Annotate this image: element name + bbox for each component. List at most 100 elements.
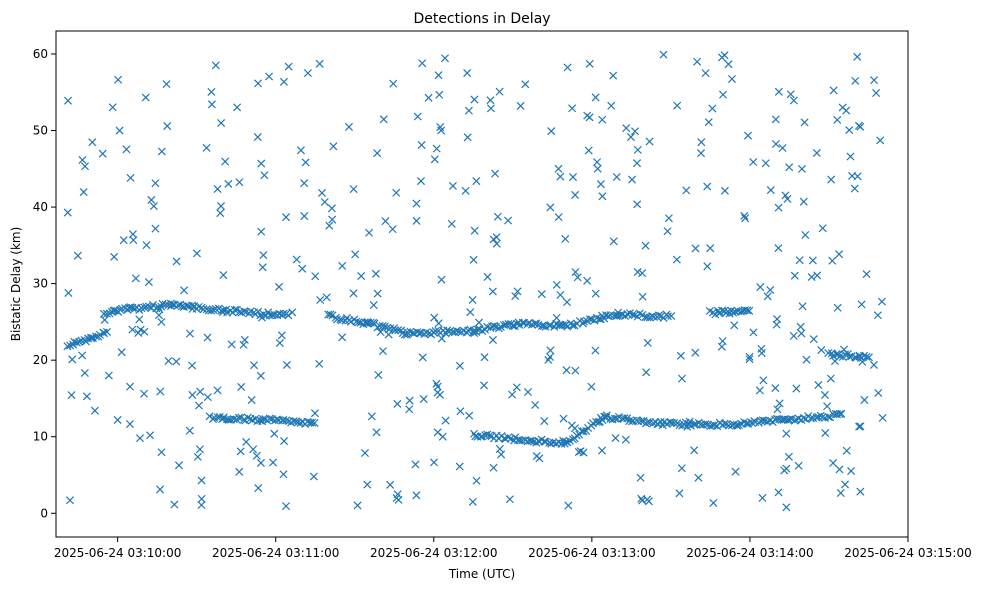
data-point: [842, 446, 851, 455]
data-point: [412, 199, 421, 208]
data-point: [749, 328, 758, 337]
data-point: [213, 184, 222, 194]
data-point: [303, 69, 312, 78]
data-point: [877, 297, 886, 306]
x-tick-label: 2025-06-24 03:12:00: [370, 546, 497, 560]
data-point: [216, 209, 225, 218]
data-point: [412, 216, 421, 225]
data-point: [219, 271, 228, 280]
data-point: [217, 118, 226, 128]
data-point: [789, 96, 798, 105]
data-point: [211, 304, 220, 313]
data-point: [388, 225, 397, 234]
data-point: [122, 145, 131, 154]
data-point: [807, 272, 816, 282]
data-point: [430, 155, 439, 164]
data-point: [491, 169, 500, 178]
data-point: [562, 320, 571, 329]
data-point: [207, 87, 216, 96]
data-point: [308, 418, 317, 427]
data-point: [777, 415, 786, 424]
data-point: [369, 301, 378, 310]
data-point: [495, 87, 504, 96]
data-point: [147, 195, 156, 204]
data-point: [850, 184, 859, 193]
data-point: [782, 429, 791, 438]
data-point: [667, 311, 676, 321]
data-point: [247, 396, 256, 405]
y-tick-label: 10: [33, 430, 48, 444]
data-point: [540, 437, 549, 446]
data-point: [349, 185, 358, 194]
data-point: [878, 413, 887, 422]
data-point: [685, 417, 694, 426]
data-point: [80, 162, 90, 171]
data-point: [856, 422, 865, 431]
data-point: [537, 290, 546, 299]
data-point: [620, 414, 629, 423]
data-point: [440, 54, 450, 63]
data-point: [856, 487, 865, 496]
data-point: [463, 133, 472, 142]
data-point: [378, 347, 388, 356]
data-point: [795, 256, 804, 265]
data-point: [109, 306, 118, 315]
data-point: [516, 101, 525, 110]
data-point: [394, 495, 403, 504]
data-point: [568, 104, 577, 113]
data-point: [433, 428, 442, 437]
data-point: [274, 282, 284, 291]
data-point: [474, 318, 484, 327]
data-point: [493, 212, 502, 221]
data-point: [311, 272, 320, 281]
data-point: [591, 346, 600, 355]
x-tick-label: 2025-06-24 03:13:00: [528, 546, 655, 560]
x-tick-label: 2025-06-24 03:14:00: [686, 546, 813, 560]
data-point: [709, 498, 718, 508]
data-point: [142, 241, 151, 250]
data-point: [621, 435, 630, 444]
data-point: [392, 188, 401, 197]
data-point: [637, 416, 646, 425]
data-point: [363, 480, 372, 489]
data-point: [253, 133, 262, 142]
data-point: [301, 158, 310, 167]
data-point: [146, 431, 155, 440]
data-point: [778, 144, 787, 153]
data-point: [192, 249, 201, 258]
data-point: [706, 244, 715, 253]
data-point: [782, 464, 791, 473]
data-point: [763, 292, 772, 301]
data-point: [310, 418, 319, 427]
data-point: [799, 414, 808, 423]
data-point: [373, 289, 382, 298]
data-point: [108, 103, 117, 112]
data-point: [72, 338, 81, 347]
data-point: [378, 322, 387, 331]
data-point: [284, 62, 293, 71]
data-point: [638, 292, 647, 301]
data-point: [380, 322, 389, 331]
data-point: [745, 306, 754, 315]
data-point: [821, 429, 830, 438]
data-point: [645, 137, 654, 146]
data-point: [287, 418, 296, 427]
data-point: [715, 309, 724, 318]
data-point: [275, 338, 284, 348]
data-point: [840, 480, 850, 489]
data-point: [596, 180, 605, 189]
data-point: [257, 227, 266, 236]
data-point: [430, 313, 439, 322]
data-point: [434, 319, 443, 328]
data-point: [869, 360, 878, 369]
y-axis: 0 10 20 30 40 50 60: [33, 47, 56, 520]
data-point: [570, 424, 579, 433]
data-point: [326, 310, 335, 319]
data-point: [824, 412, 833, 421]
data-point: [464, 106, 473, 115]
data-point: [126, 303, 135, 312]
marker-layer: [63, 50, 887, 512]
data-point: [265, 414, 274, 423]
data-point: [829, 86, 838, 95]
